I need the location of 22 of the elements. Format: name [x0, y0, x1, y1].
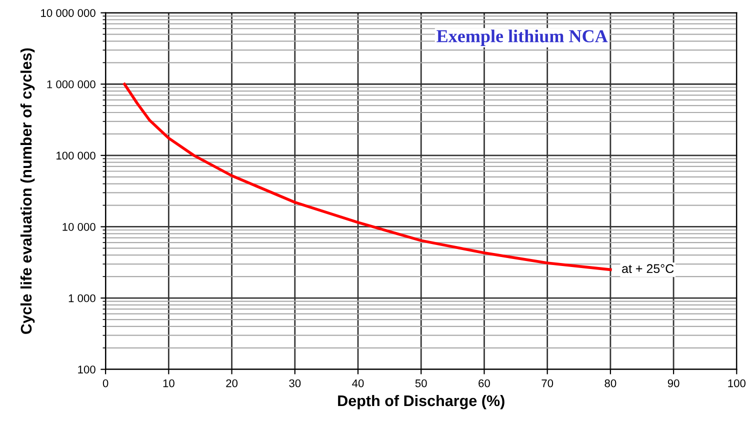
y-tick-label: 10 000 000: [41, 9, 96, 17]
x-tick-label: 0: [102, 379, 108, 388]
x-tick-label: 30: [289, 379, 301, 388]
y-tick-label: 100: [78, 366, 96, 374]
x-axis-title: Depth of Discharge (%): [338, 394, 504, 410]
x-tick-label: 100: [728, 379, 746, 388]
x-tick-label: 40: [352, 379, 364, 388]
x-tick-label: 60: [478, 379, 490, 388]
x-tick-label: 10: [163, 379, 174, 388]
x-tick-label: 90: [668, 379, 680, 388]
x-tick-label: 80: [604, 379, 616, 388]
text: Exemple lithium NCA: [436, 30, 608, 46]
x-tick-label: 50: [415, 379, 427, 388]
annotation: at + 25°C: [622, 264, 674, 274]
y-tick-label: 10 000: [62, 223, 96, 231]
y-tick-label: 100 000: [56, 152, 96, 160]
x-tick-label: 70: [542, 379, 554, 388]
line-series: [123, 82, 612, 272]
y-tick-label: 1 000 000: [47, 80, 96, 88]
x-tick-label: 20: [226, 379, 238, 388]
y-tick-label: 1 000: [68, 294, 96, 302]
y-axis-title: Cycle life evaluation (number of cycles): [20, 48, 35, 334]
